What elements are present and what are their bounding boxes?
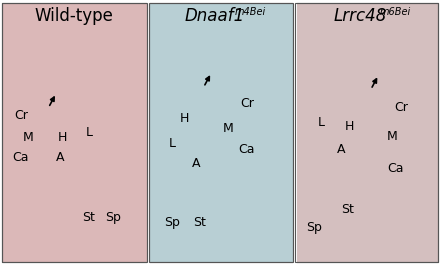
Text: m4Bei: m4Bei xyxy=(235,7,266,17)
Text: M: M xyxy=(387,130,398,143)
Text: m6Bei: m6Bei xyxy=(380,7,411,17)
Text: St: St xyxy=(82,211,95,224)
Text: Sp: Sp xyxy=(306,221,322,234)
Bar xyxy=(293,0,297,267)
Bar xyxy=(2,3,147,262)
Bar xyxy=(147,0,150,267)
Bar xyxy=(295,3,438,262)
Text: L: L xyxy=(85,126,92,139)
Text: L: L xyxy=(169,137,175,150)
Text: M: M xyxy=(223,122,234,135)
Text: H: H xyxy=(58,131,67,144)
Text: Lrrc48: Lrrc48 xyxy=(333,7,387,25)
Text: St: St xyxy=(341,203,355,216)
Text: H: H xyxy=(180,112,190,125)
Text: M: M xyxy=(23,131,33,144)
Text: L: L xyxy=(317,116,324,129)
Text: Dnaaf1: Dnaaf1 xyxy=(184,7,244,25)
Text: A: A xyxy=(56,151,64,164)
Text: Ca: Ca xyxy=(387,162,403,175)
Text: Ca: Ca xyxy=(238,143,255,156)
Text: Ca: Ca xyxy=(13,151,29,164)
Text: Sp: Sp xyxy=(164,217,180,229)
Text: H: H xyxy=(345,120,354,132)
Text: A: A xyxy=(337,143,345,156)
Bar xyxy=(295,3,438,262)
Bar xyxy=(2,3,147,262)
Text: Cr: Cr xyxy=(394,101,408,114)
Text: A: A xyxy=(192,157,201,170)
Bar xyxy=(149,3,293,262)
Text: Wild-type: Wild-type xyxy=(35,7,114,25)
Text: Sp: Sp xyxy=(106,211,121,224)
Bar xyxy=(149,3,293,262)
Text: Cr: Cr xyxy=(14,109,28,122)
Text: Cr: Cr xyxy=(240,97,254,110)
Text: St: St xyxy=(193,217,205,229)
